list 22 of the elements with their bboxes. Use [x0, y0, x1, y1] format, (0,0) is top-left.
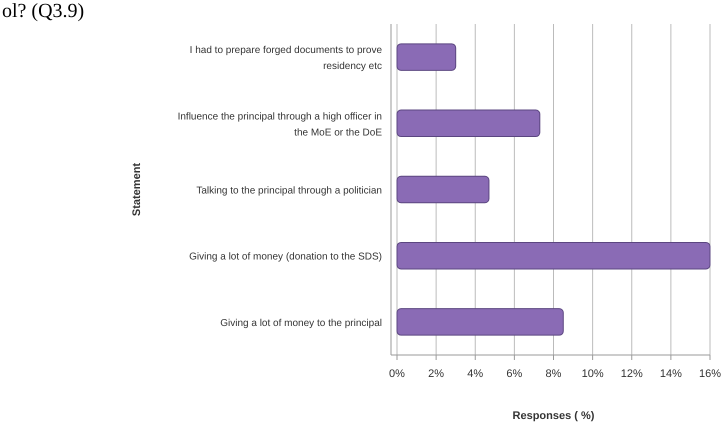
- x-tick-label: 8%: [546, 368, 562, 380]
- y-tick-label: I had to prepare forged documents to prove residency etc: [190, 45, 382, 72]
- x-tick-label: 16%: [698, 368, 722, 380]
- y-axis-title: Statement: [131, 162, 143, 216]
- y-tick-label: Giving a lot of money to the principal: [220, 318, 382, 329]
- x-tick-label: 14%: [660, 368, 682, 380]
- bar: [396, 308, 564, 336]
- bar: [396, 242, 710, 270]
- text: ol? (Q3.9): [2, 0, 84, 22]
- x-tick-label: 6%: [506, 368, 523, 380]
- x-tick-label: 2%: [428, 368, 444, 380]
- bar: [396, 110, 540, 138]
- x-tick-label: 10%: [582, 368, 604, 380]
- x-axis-title: Responses ( %): [512, 410, 595, 422]
- y-tick-label: Influence the principal through a high officer in the MoE or the DoE: [178, 111, 382, 138]
- x-tick-label: 4%: [467, 368, 484, 380]
- y-tick-label: Giving a lot of money (donation to the SDS): [189, 252, 382, 263]
- x-tick-label: 0%: [389, 368, 406, 380]
- y-tick-label: Talking to the principal through a politician: [196, 186, 382, 196]
- bar: [396, 43, 456, 71]
- bar: [396, 176, 490, 204]
- x-tick-label: 12%: [620, 368, 643, 380]
